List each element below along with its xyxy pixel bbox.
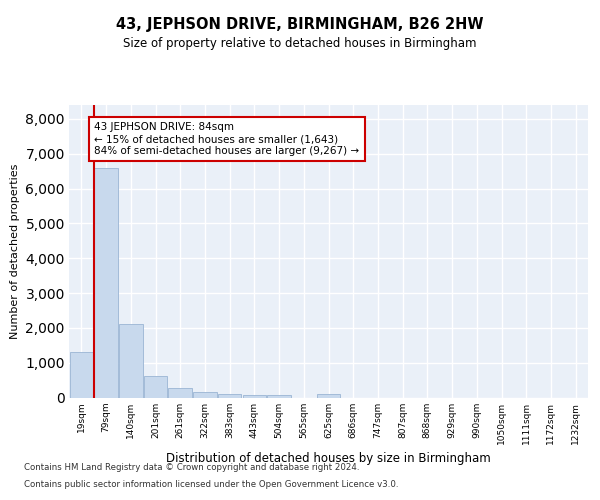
Bar xyxy=(169,388,192,398)
Bar xyxy=(70,352,93,398)
Text: 43, JEPHSON DRIVE, BIRMINGHAM, B26 2HW: 43, JEPHSON DRIVE, BIRMINGHAM, B26 2HW xyxy=(116,18,484,32)
Bar xyxy=(218,394,241,398)
Text: Size of property relative to detached houses in Birmingham: Size of property relative to detached ho… xyxy=(123,38,477,51)
X-axis label: Distribution of detached houses by size in Birmingham: Distribution of detached houses by size … xyxy=(166,452,491,465)
Bar xyxy=(268,396,291,398)
Text: 43 JEPHSON DRIVE: 84sqm
← 15% of detached houses are smaller (1,643)
84% of semi: 43 JEPHSON DRIVE: 84sqm ← 15% of detache… xyxy=(94,122,359,156)
Bar xyxy=(242,396,266,398)
Bar xyxy=(317,394,340,398)
Y-axis label: Number of detached properties: Number of detached properties xyxy=(10,164,20,339)
Bar xyxy=(193,392,217,398)
Bar xyxy=(119,324,143,398)
Bar xyxy=(144,376,167,398)
Text: Contains HM Land Registry data © Crown copyright and database right 2024.: Contains HM Land Registry data © Crown c… xyxy=(24,464,359,472)
Text: Contains public sector information licensed under the Open Government Licence v3: Contains public sector information licen… xyxy=(24,480,398,489)
Bar xyxy=(94,168,118,398)
